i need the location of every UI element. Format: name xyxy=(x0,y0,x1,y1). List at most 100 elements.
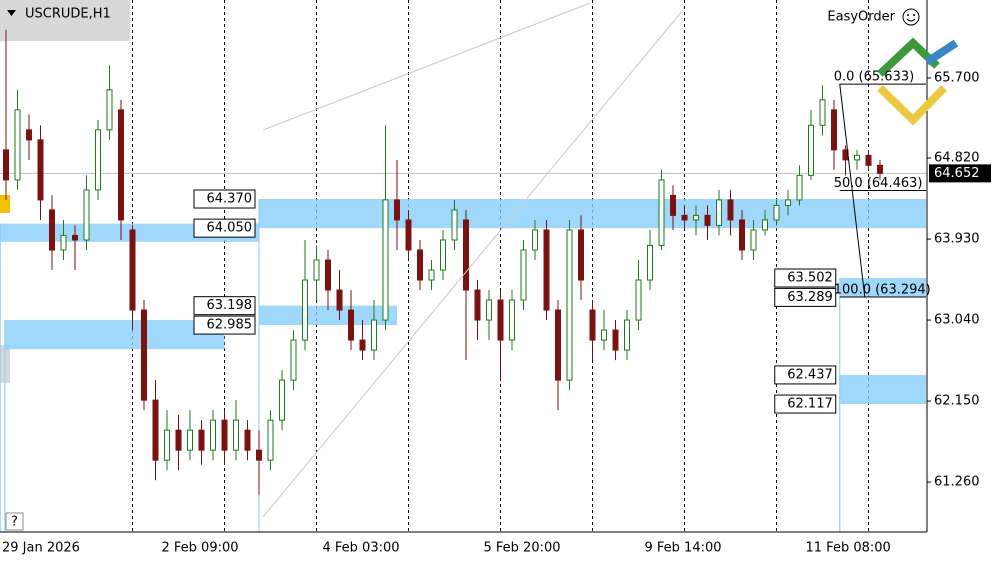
candle-body xyxy=(520,249,527,301)
candle-body xyxy=(118,109,124,221)
y-tick-label: 63.040 xyxy=(934,313,980,328)
level-label: 63.502 xyxy=(787,271,833,286)
candle-body xyxy=(647,244,653,281)
candle-body xyxy=(187,429,193,451)
y-tick-label: 63.930 xyxy=(934,232,980,247)
level-label: 62.437 xyxy=(787,367,833,382)
candle-body xyxy=(601,329,607,341)
candle-body xyxy=(14,109,21,181)
candle-body xyxy=(267,419,274,461)
candle-body xyxy=(382,199,389,321)
zone xyxy=(839,278,926,298)
candle-body xyxy=(49,209,55,251)
candle-body xyxy=(704,214,711,226)
candle-body xyxy=(543,229,550,311)
help-button[interactable] xyxy=(5,512,24,531)
brand[interactable]: EasyOrder xyxy=(827,10,895,25)
candle-body xyxy=(60,234,67,251)
candle-body xyxy=(509,299,515,341)
candle-body xyxy=(796,174,803,201)
candle-body xyxy=(670,194,676,216)
last-price-label: 64.652 xyxy=(934,166,980,181)
candle-body xyxy=(233,419,239,451)
candle-body xyxy=(394,199,400,221)
candle-body xyxy=(808,124,814,176)
candle-body xyxy=(175,429,182,451)
level-label-box xyxy=(774,268,837,288)
candle-body xyxy=(348,309,354,341)
candle-body xyxy=(486,299,492,321)
x-tick-label: 5 Feb 20:00 xyxy=(484,541,561,556)
level-label: 63.289 xyxy=(787,290,833,305)
candle-body xyxy=(359,339,366,351)
level-label-box xyxy=(774,365,837,385)
candle-body xyxy=(612,329,619,351)
candle-body xyxy=(877,164,883,174)
candle-body xyxy=(198,429,205,451)
candle-body xyxy=(497,299,504,341)
candle-body xyxy=(72,234,78,241)
x-tick-label: 29 Jan 2026 xyxy=(2,541,80,556)
y-tick-label: 64.820 xyxy=(934,151,980,166)
candle-body xyxy=(3,149,9,181)
level-label-box xyxy=(774,287,837,307)
candle-body xyxy=(256,449,262,461)
candle-body xyxy=(106,89,113,131)
candle-body xyxy=(474,289,481,321)
candle-body xyxy=(854,154,860,161)
x-tick-label: 2 Feb 09:00 xyxy=(162,541,239,556)
candle-body xyxy=(451,209,458,241)
candle-body xyxy=(129,229,136,311)
candle-body xyxy=(440,239,446,271)
candle-body xyxy=(83,189,90,241)
level-label: 62.117 xyxy=(787,397,833,412)
candle-body xyxy=(750,229,757,251)
menu-arrow[interactable] xyxy=(7,10,16,16)
candle-body xyxy=(313,259,320,281)
trendline xyxy=(262,2,591,131)
level-label-box xyxy=(193,315,256,335)
zone xyxy=(839,374,926,405)
logo xyxy=(877,37,959,126)
candle-body xyxy=(428,269,435,281)
candle-body xyxy=(463,219,469,291)
candle-body xyxy=(302,279,308,341)
candle-body xyxy=(589,309,596,341)
candle-body xyxy=(555,309,561,381)
candle-body xyxy=(210,419,216,451)
candle-body xyxy=(141,309,147,401)
plot xyxy=(0,0,927,532)
candle-body xyxy=(336,289,343,311)
candle-body xyxy=(244,429,251,451)
candle-body xyxy=(405,219,412,251)
candle-body xyxy=(865,154,872,166)
candle-body xyxy=(37,139,44,201)
candle-body xyxy=(831,109,837,151)
candle-body xyxy=(716,199,722,226)
candle-body xyxy=(371,319,377,351)
level-label: 62.985 xyxy=(207,318,253,333)
candle-body xyxy=(152,399,159,461)
candle-body xyxy=(290,339,297,381)
last-price-box xyxy=(929,164,991,183)
candle-body xyxy=(95,129,101,191)
candle-body xyxy=(739,219,745,251)
level-label: 64.050 xyxy=(207,221,253,236)
candle-body xyxy=(532,229,538,251)
level-label: 63.198 xyxy=(207,298,253,313)
candle-body xyxy=(279,379,285,421)
candle-body xyxy=(727,199,734,221)
zone xyxy=(259,199,926,229)
help-label[interactable]: ? xyxy=(11,515,18,530)
x-tick-label: 11 Feb 08:00 xyxy=(806,541,891,556)
candle-body xyxy=(693,214,699,221)
level-label-box xyxy=(193,189,256,209)
smiley[interactable] xyxy=(902,8,920,26)
fib-label: 50.0 (64.463) xyxy=(834,176,923,191)
fib-label: 0.0 (65.633) xyxy=(834,70,914,85)
candle-body xyxy=(762,219,768,231)
candle-body xyxy=(773,204,780,221)
candle-body xyxy=(325,259,331,291)
